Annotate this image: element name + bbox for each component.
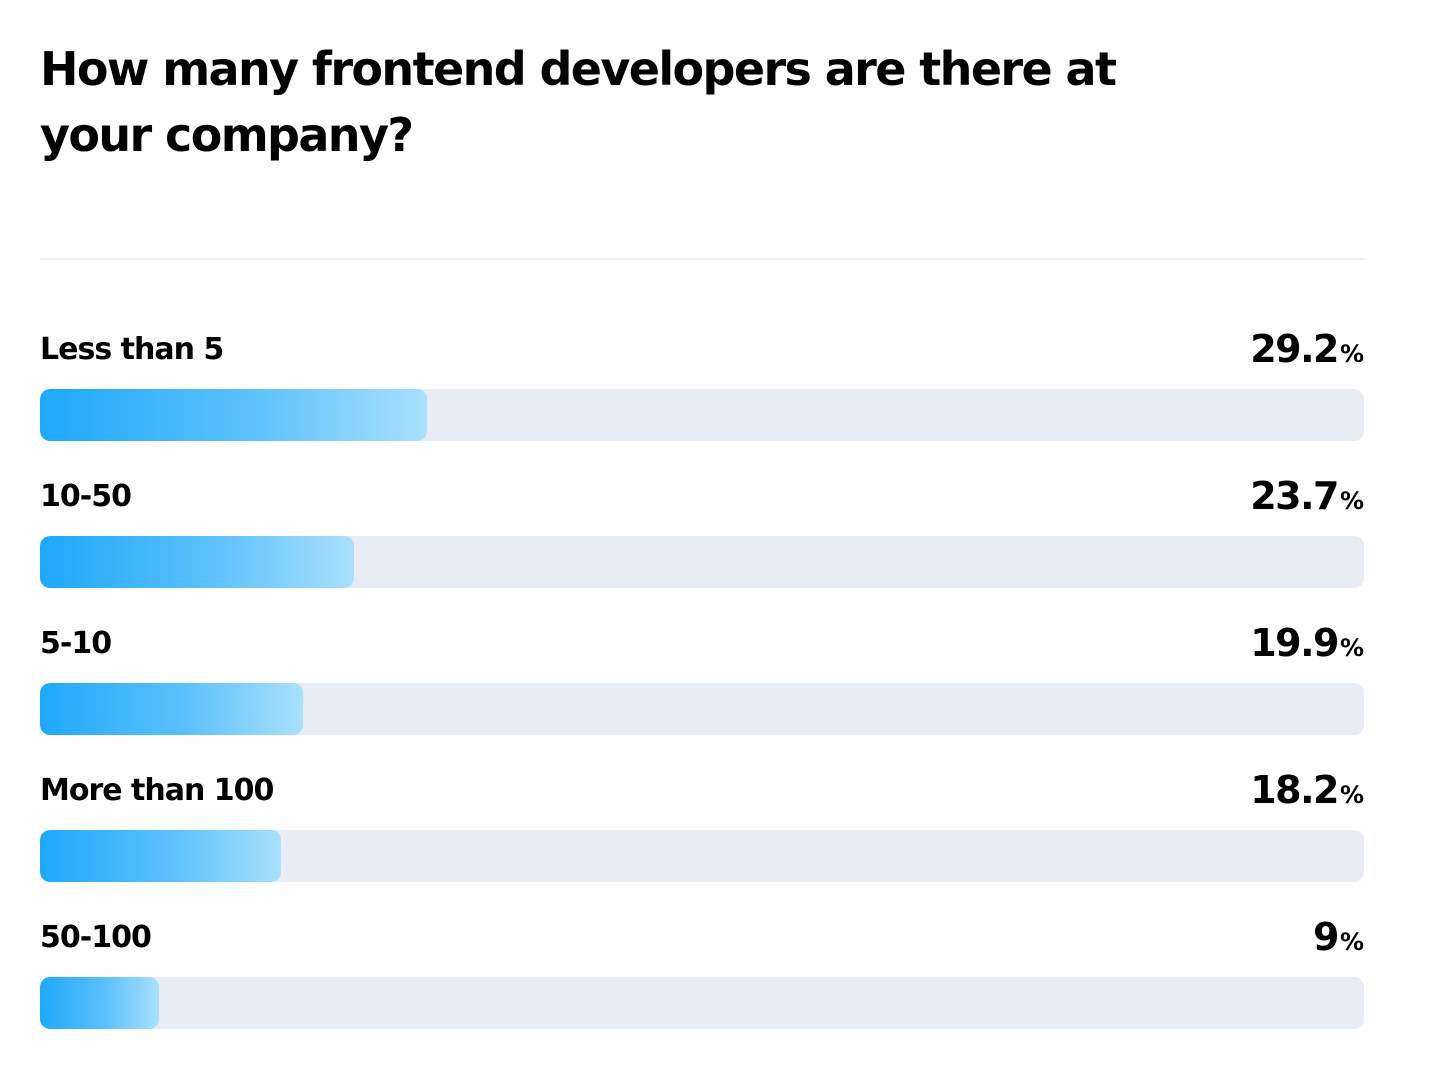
value-unit: % — [1339, 928, 1364, 956]
bar-list: Less than 5 29.2% 10-50 23.7% 5-10 19.9% More … — [40, 322, 1364, 1057]
value-number: 29.2 — [1250, 327, 1339, 371]
bar-track — [40, 683, 1364, 735]
category-label: 5-10 — [40, 626, 112, 661]
value-label: 19.9% — [1250, 620, 1364, 674]
divider — [40, 258, 1364, 260]
value-label: 23.7% — [1250, 473, 1364, 527]
bar-row: 10-50 23.7% — [40, 469, 1364, 616]
category-label: More than 100 — [40, 773, 274, 808]
bar-row: 5-10 19.9% — [40, 616, 1364, 763]
value-number: 23.7 — [1250, 474, 1339, 518]
value-unit: % — [1339, 781, 1364, 809]
value-label: 9% — [1313, 914, 1364, 968]
category-label: 10-50 — [40, 479, 132, 514]
value-unit: % — [1339, 340, 1364, 368]
chart-title: How many frontend developers are there a… — [40, 42, 1117, 162]
bar — [40, 389, 427, 441]
category-label: Less than 5 — [40, 332, 224, 367]
value-unit: % — [1339, 487, 1364, 515]
bar-track — [40, 536, 1364, 588]
bar-row: 50-100 9% — [40, 910, 1364, 1057]
value-unit: % — [1339, 634, 1364, 662]
value-number: 9 — [1313, 915, 1339, 959]
bar-row: More than 100 18.2% — [40, 763, 1364, 910]
value-number: 19.9 — [1250, 621, 1339, 665]
category-label: 50-100 — [40, 920, 152, 955]
bar-track — [40, 389, 1364, 441]
value-label: 29.2% — [1250, 326, 1364, 380]
bar-track — [40, 977, 1364, 1029]
value-label: 18.2% — [1250, 767, 1364, 821]
bar — [40, 536, 354, 588]
bar-row: Less than 5 29.2% — [40, 322, 1364, 469]
bar — [40, 830, 281, 882]
bar-track — [40, 830, 1364, 882]
bar — [40, 683, 304, 735]
bar — [40, 977, 160, 1029]
value-number: 18.2 — [1250, 768, 1339, 812]
